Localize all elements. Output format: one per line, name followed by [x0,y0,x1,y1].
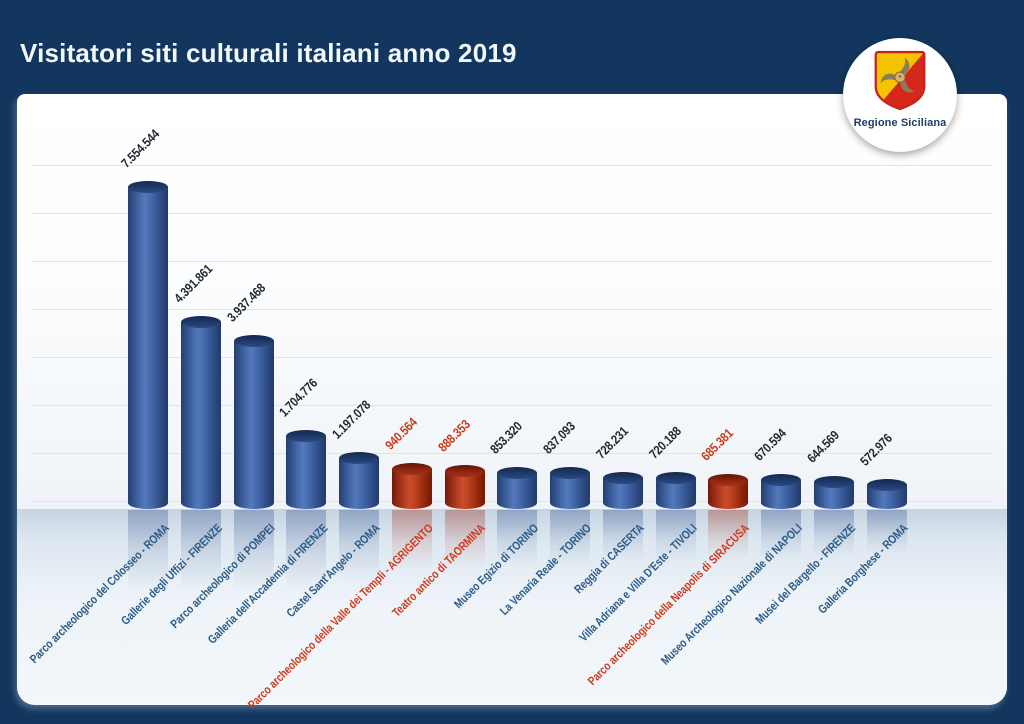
bar-value-label: 940.564 [381,414,420,453]
bar-top-ellipse [761,474,801,486]
bar-top-ellipse [391,463,432,475]
gridline [31,453,993,454]
bar-top-ellipse [128,181,168,193]
bar-top-ellipse [233,335,274,347]
bar-value-label: 1.197.078 [328,397,374,442]
bar [128,187,168,509]
bar-reflection [180,510,221,590]
bar-reflection [761,510,801,559]
bar-top-ellipse [550,467,590,479]
bar-top-ellipse [180,316,221,328]
bar-reflection [655,510,696,561]
gridline [31,357,993,358]
bar-reflection [444,510,485,568]
bar-value-label: 1.704.776 [276,375,321,420]
gridline [31,309,993,310]
bar-value-label: 888.353 [434,416,473,455]
bar-reflection [708,510,749,559]
bar-value-label: 572.976 [856,430,895,469]
bar-value-label: 728.231 [592,423,631,462]
bar-reflection [550,510,590,566]
bar-reflection [339,510,379,581]
bar-top-ellipse [866,479,907,491]
bar-value-label: 685.381 [698,425,737,464]
bar-top-ellipse [813,476,854,488]
bar-top-ellipse [708,474,749,486]
bar-top-ellipse [444,465,485,477]
bar [497,473,538,509]
bar [391,469,432,509]
gridline [31,213,993,214]
bar-reflection [602,510,643,561]
gridline [31,165,993,166]
bar [180,322,221,509]
bar-top-ellipse [286,430,327,442]
bar [550,473,590,509]
bar-value-label: 853.320 [487,418,526,457]
bar-reflection [286,510,327,590]
chart-floor [17,509,1007,705]
bar-value-label: 3.937.468 [223,280,268,325]
bar-reflection [866,510,907,554]
bar-reflection [813,510,854,557]
bar-top-ellipse [339,452,379,464]
bar-value-label: 644.569 [803,427,842,466]
gridline [31,405,993,406]
bar [233,341,274,509]
chart-panel: 7.554.544 Parco archeologico del Colosseo… [17,94,1007,712]
bar-top-ellipse [655,472,696,484]
bar [444,471,485,509]
bar-reflection [128,510,168,590]
gridline [31,261,993,262]
bar-value-label: 837.093 [539,418,578,457]
bar-top-ellipse [602,472,643,484]
bar-reflection [497,510,538,566]
logo-text: Regione Siciliana [853,117,947,129]
bar-value-label: 4.391.861 [170,261,216,306]
bar-top-ellipse [497,467,538,479]
bar-value-label: 670.594 [750,425,789,464]
bar [339,458,379,509]
page-title: Visitatori siti culturali italiani anno … [20,38,517,68]
bar-reflection [391,510,432,570]
bar-value-label: 720.188 [645,423,684,462]
bar [286,436,327,509]
sicily-coat-of-arms-icon [874,50,926,111]
bar-reflection [233,510,274,590]
regione-siciliana-logo: Regione Siciliana [843,38,957,152]
